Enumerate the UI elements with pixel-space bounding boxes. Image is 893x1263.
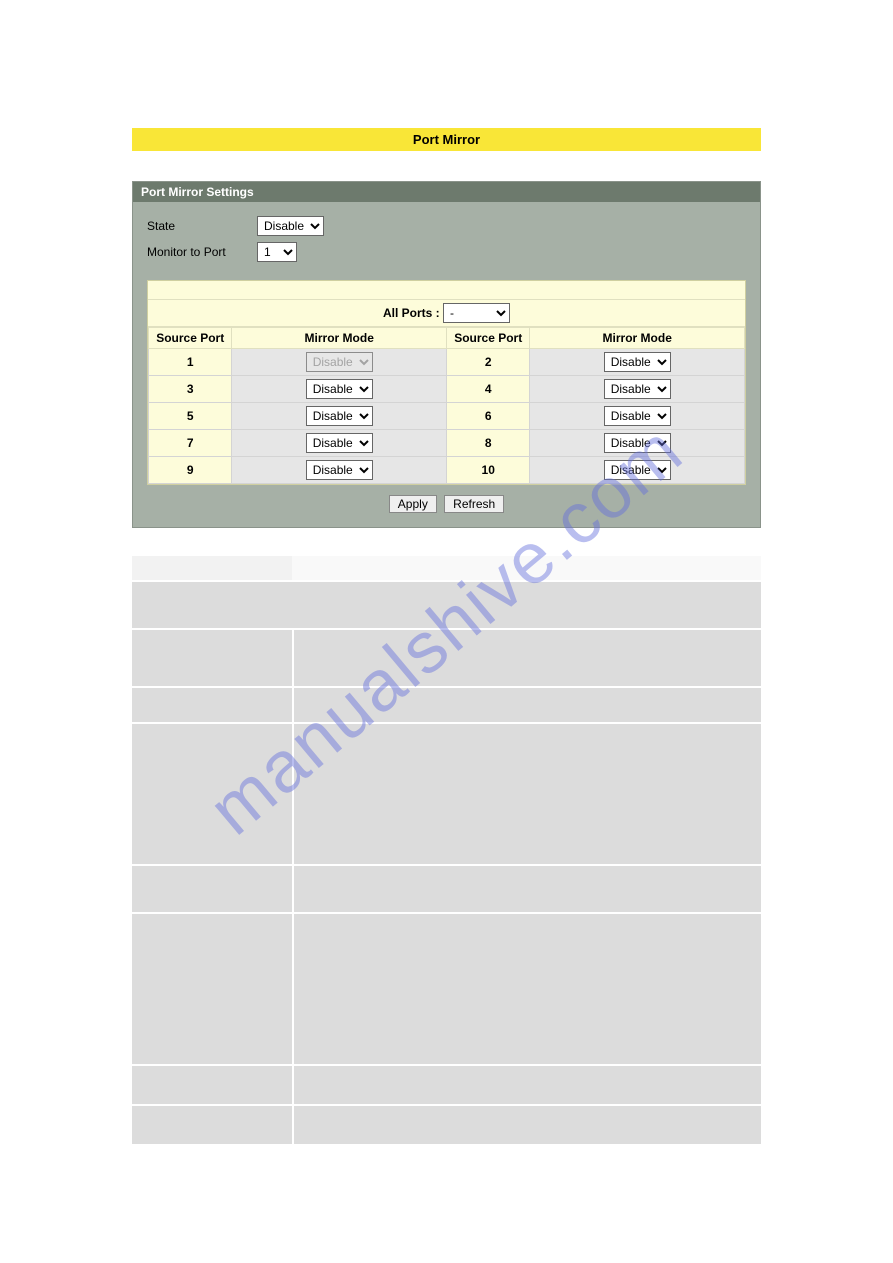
skeleton-cell [294,724,761,864]
mirror-mode-select[interactable]: DisableRxTxBoth [604,379,671,399]
skeleton-cell [294,1066,761,1104]
mirror-mode-cell: DisableRxTxBoth [530,349,745,376]
page-title: Port Mirror [132,128,761,151]
state-row: State DisableEnable [147,216,746,236]
table-spacer [148,281,745,299]
table-row: 5 DisableRxTxBoth 6 DisableRxTxBoth [149,403,745,430]
skeleton-cell [294,630,761,686]
header-mirror-mode-left: Mirror Mode [232,328,447,349]
skeleton-cell [132,866,292,912]
skeleton-cell [292,556,761,580]
monitor-label: Monitor to Port [147,245,257,259]
skeleton-row [132,914,761,1064]
mirror-mode-cell: DisableRxTxBoth [232,376,447,403]
source-port-cell: 7 [149,430,232,457]
skeleton-cell [132,1106,292,1144]
mirror-mode-select[interactable]: DisableRxTxBoth [604,433,671,453]
mirror-mode-select[interactable]: DisableRxTxBoth [604,352,671,372]
skeleton-cell [294,1106,761,1144]
all-ports-row: All Ports : -DisableRxTxBoth [148,299,745,327]
source-port-cell: 2 [446,349,529,376]
table-row: 7 DisableRxTxBoth 8 DisableRxTxBoth [149,430,745,457]
skeleton-cell [132,724,292,864]
mirror-mode-cell: DisableRxTxBoth [232,403,447,430]
skeleton-row [132,630,761,686]
state-label: State [147,219,257,233]
skeleton-row [132,1066,761,1104]
lower-skeleton-region [132,556,761,1144]
source-port-cell: 6 [446,403,529,430]
mirror-mode-cell: DisableRxTxBoth [232,457,447,484]
header-source-port-right: Source Port [446,328,529,349]
table-row: 1 DisableRxTxBoth 2 DisableRxTxBoth [149,349,745,376]
header-source-port-left: Source Port [149,328,232,349]
state-select[interactable]: DisableEnable [257,216,324,236]
source-port-cell: 9 [149,457,232,484]
settings-panel: Port Mirror Settings State DisableEnable… [132,181,761,528]
header-mirror-mode-right: Mirror Mode [530,328,745,349]
source-port-cell: 10 [446,457,529,484]
mirror-mode-select: DisableRxTxBoth [306,352,373,372]
port-table: Source Port Mirror Mode Source Port Mirr… [148,327,745,484]
port-table-container: All Ports : -DisableRxTxBoth Source Port… [147,280,746,485]
skeleton-cell [132,688,292,722]
skeleton-cell [294,688,761,722]
source-port-cell: 5 [149,403,232,430]
skeleton-row [132,866,761,912]
source-port-cell: 4 [446,376,529,403]
mirror-mode-cell: DisableRxTxBoth [232,349,447,376]
skeleton-cell [132,630,292,686]
monitor-to-port-select[interactable]: 12345678910 [257,242,297,262]
source-port-cell: 3 [149,376,232,403]
skeleton-block [132,582,761,628]
mirror-mode-select[interactable]: DisableRxTxBoth [306,379,373,399]
table-header-row: Source Port Mirror Mode Source Port Mirr… [149,328,745,349]
skeleton-row [132,1106,761,1144]
refresh-button[interactable]: Refresh [444,495,504,513]
mirror-mode-select[interactable]: DisableRxTxBoth [306,406,373,426]
mirror-mode-cell: DisableRxTxBoth [232,430,447,457]
mirror-mode-cell: DisableRxTxBoth [530,430,745,457]
table-row: 9 DisableRxTxBoth 10 DisableRxTxBoth [149,457,745,484]
mirror-mode-select[interactable]: DisableRxTxBoth [604,460,671,480]
table-row: 3 DisableRxTxBoth 4 DisableRxTxBoth [149,376,745,403]
skeleton-row [132,688,761,722]
mirror-mode-cell: DisableRxTxBoth [530,403,745,430]
all-ports-label: All Ports : [383,306,440,320]
monitor-row: Monitor to Port 12345678910 [147,242,746,262]
mirror-mode-select[interactable]: DisableRxTxBoth [306,433,373,453]
panel-title: Port Mirror Settings [133,182,760,202]
mirror-mode-select[interactable]: DisableRxTxBoth [604,406,671,426]
mirror-mode-cell: DisableRxTxBoth [530,457,745,484]
skeleton-header [132,556,761,580]
source-port-cell: 1 [149,349,232,376]
button-row: Apply Refresh [147,485,746,517]
skeleton-row [132,724,761,864]
skeleton-cell [132,1066,292,1104]
mirror-mode-cell: DisableRxTxBoth [530,376,745,403]
all-ports-select[interactable]: -DisableRxTxBoth [443,303,510,323]
source-port-cell: 8 [446,430,529,457]
apply-button[interactable]: Apply [389,495,437,513]
skeleton-cell [294,866,761,912]
skeleton-cell [132,556,292,580]
skeleton-cell [132,914,292,1064]
mirror-mode-select[interactable]: DisableRxTxBoth [306,460,373,480]
skeleton-cell [294,914,761,1064]
